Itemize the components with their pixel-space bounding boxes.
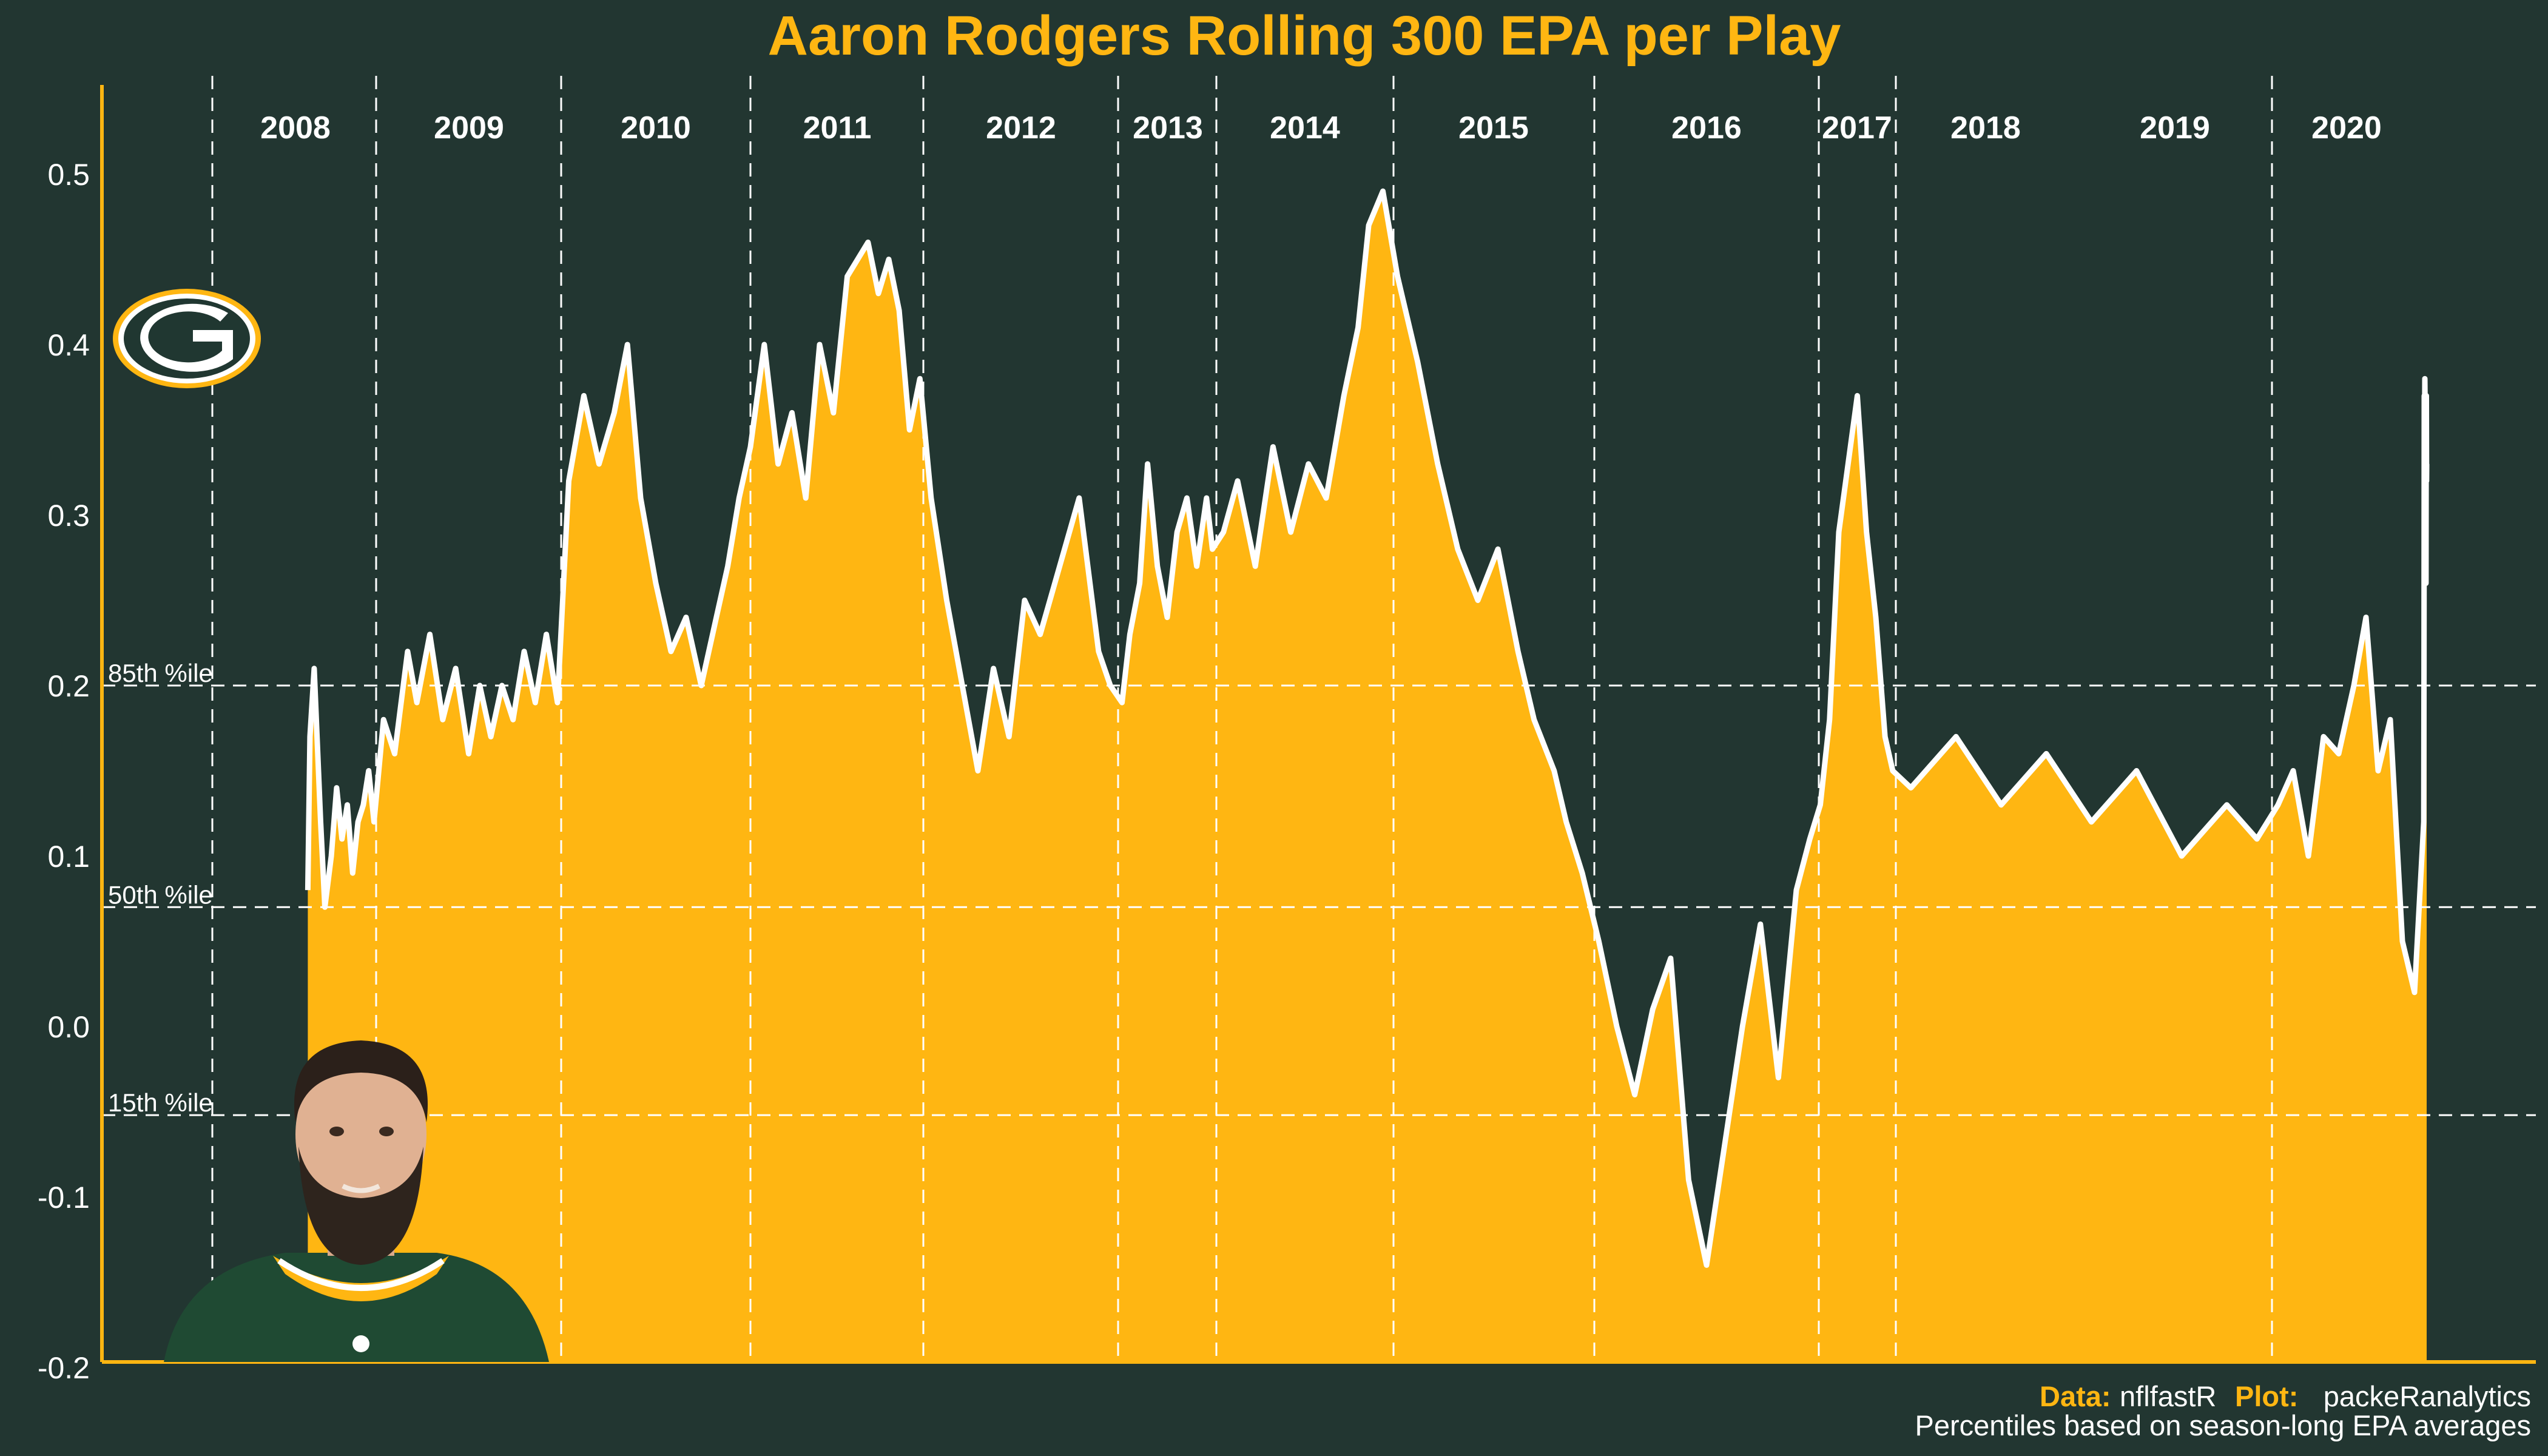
caption-note: Percentiles based on season-long EPA ave… — [1915, 1409, 2531, 1441]
y-tick-label: 0.5 — [47, 158, 90, 192]
y-tick-label: 0.1 — [47, 840, 90, 874]
season-label: 2010 — [621, 110, 691, 146]
chart-title: Aaron Rodgers Rolling 300 EPA per Play — [768, 5, 1841, 67]
season-label: 2017 — [1822, 110, 1892, 146]
caption-plot-author: packeRanalytics — [2324, 1380, 2531, 1412]
y-tick-label: -0.2 — [38, 1351, 90, 1385]
y-tick-label: 0.2 — [47, 669, 90, 703]
season-label: 2014 — [1270, 110, 1340, 146]
epa-area — [308, 191, 2427, 1363]
season-label: 2015 — [1458, 110, 1529, 146]
season-label: 2016 — [1671, 110, 1742, 146]
season-label: 2009 — [434, 110, 504, 146]
y-tick-label: -0.1 — [38, 1181, 90, 1215]
y-tick-label: 0.4 — [47, 328, 90, 362]
caption-data-source: nflfastR — [2120, 1380, 2216, 1412]
season-label: 2020 — [2311, 110, 2382, 146]
packers-logo-icon — [113, 289, 261, 388]
reference-line-label: 85th %ile — [108, 659, 213, 687]
epa-line — [305, 188, 2430, 1268]
caption-data-label: Data: — [2040, 1380, 2111, 1412]
player-portrait — [164, 1040, 549, 1362]
season-label: 2013 — [1133, 110, 1203, 146]
season-label: 2019 — [2140, 110, 2210, 146]
season-label: 2012 — [986, 110, 1056, 146]
reference-lines: 85th %ile 50th %ile 15th %ile — [102, 659, 2536, 1117]
season-label: 2011 — [803, 110, 872, 146]
y-tick-label: 0.3 — [47, 499, 90, 533]
reference-line-label: 15th %ile — [108, 1088, 213, 1117]
y-tick-label: 0.0 — [47, 1010, 90, 1044]
season-label: 2008 — [260, 110, 331, 146]
area-layer — [305, 188, 2430, 1363]
caption-plot-label: Plot: — [2235, 1380, 2298, 1412]
reference-line-label: 50th %ile — [108, 880, 213, 909]
season-label: 2018 — [1950, 110, 2021, 146]
